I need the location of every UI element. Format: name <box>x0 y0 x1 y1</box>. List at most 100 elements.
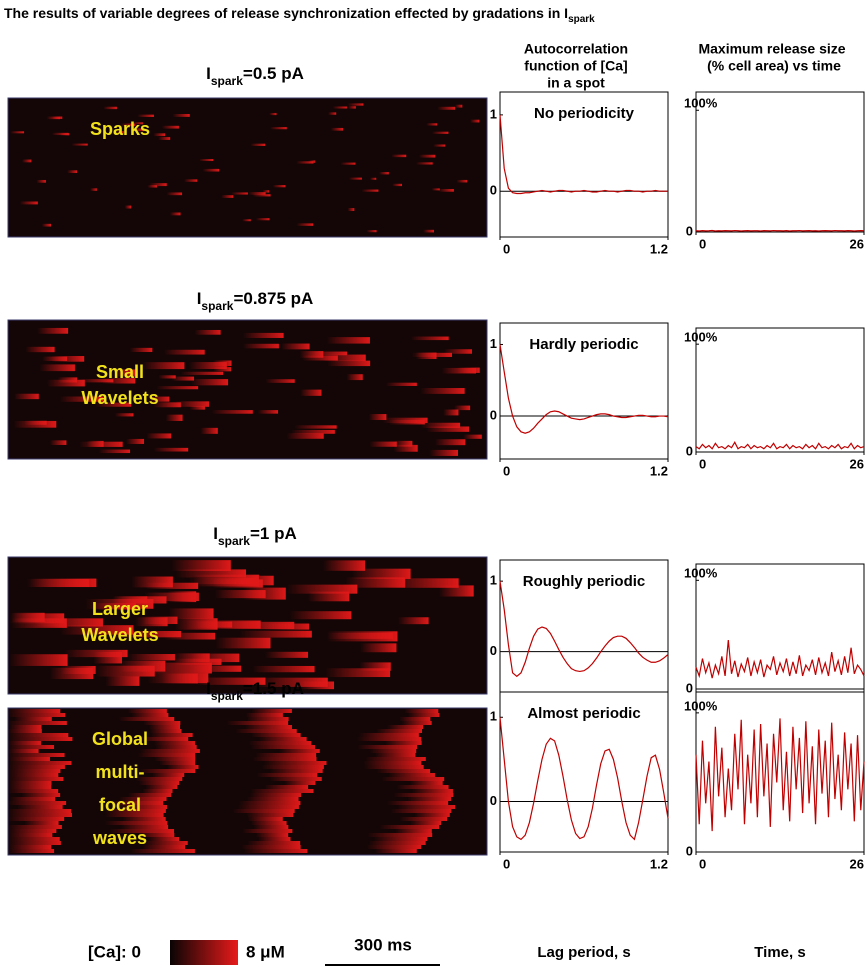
wave-front <box>269 777 322 781</box>
release-streak <box>46 116 61 120</box>
wave-front <box>8 773 59 777</box>
release-streak <box>351 568 411 579</box>
release-streak <box>419 154 436 158</box>
wave-front <box>152 773 185 777</box>
release-streak <box>437 106 456 110</box>
release-streak <box>346 374 363 381</box>
release-streak <box>296 223 314 226</box>
y-tick-label: 100% <box>684 330 718 345</box>
y-tick-label: 1 <box>490 106 497 121</box>
release-streak <box>221 195 234 198</box>
release-streak <box>51 132 69 136</box>
wave-front <box>414 813 450 817</box>
release-streak <box>195 677 266 685</box>
release-streak <box>172 113 190 117</box>
release-streak <box>127 654 175 661</box>
release-streak <box>144 592 199 602</box>
wave-front <box>8 781 52 785</box>
wave-front <box>284 781 316 785</box>
release-streak <box>369 441 397 447</box>
title-text: The results of variable degrees of relea… <box>4 5 568 21</box>
release-streak <box>345 577 406 588</box>
wave-front <box>8 829 57 833</box>
x-tick-label: 0 <box>503 463 510 478</box>
release-streak <box>330 127 344 131</box>
release-streak <box>79 441 123 447</box>
wave-front <box>136 777 183 781</box>
current-label: Ispark=1 pA <box>213 524 297 548</box>
release-streak <box>147 185 157 188</box>
release-streak <box>272 185 286 188</box>
release-streak <box>111 630 182 638</box>
wave-front <box>140 737 189 741</box>
release-streak <box>248 192 266 195</box>
x-tick-label: 0 <box>699 236 706 251</box>
wave-front <box>399 817 447 821</box>
release-streak <box>432 131 449 134</box>
column-header: (% cell area) vs time <box>707 58 841 74</box>
release-streak <box>470 119 480 123</box>
wave-front <box>8 777 64 781</box>
release-streak <box>426 426 469 432</box>
wave-front <box>149 729 182 733</box>
current-subscript: spark <box>211 74 243 88</box>
release-streak <box>114 413 134 417</box>
column-header: Autocorrelation <box>524 41 628 57</box>
release-streak <box>153 133 166 137</box>
release-streak <box>115 131 124 134</box>
release-streak <box>426 123 438 126</box>
wave-front <box>241 845 301 849</box>
release-streak <box>25 346 55 353</box>
release-streak <box>148 396 170 402</box>
release-streak <box>443 409 459 416</box>
wave-front <box>374 849 417 853</box>
wave-front <box>237 805 299 809</box>
release-streak <box>438 188 454 192</box>
current-value: =0.5 pA <box>243 64 304 83</box>
y-tick-label: 0 <box>686 223 693 238</box>
current-label: Ispark=0.5 pA <box>206 64 304 88</box>
column-header: Maximum release size <box>698 41 845 57</box>
wave-front <box>376 769 431 773</box>
release-streak <box>394 440 413 447</box>
release-streak <box>434 439 466 446</box>
release-streak <box>163 632 216 640</box>
wave-front <box>139 769 196 773</box>
release-streak <box>191 665 242 672</box>
release-streak <box>332 106 347 109</box>
current-symbol: I <box>206 679 211 698</box>
wave-front <box>21 793 61 797</box>
release-streak <box>347 103 364 106</box>
release-streak <box>444 349 472 354</box>
wave-front <box>396 785 449 789</box>
release-streak <box>164 349 205 355</box>
release-streak <box>36 179 46 183</box>
scan-label: waves <box>92 828 147 848</box>
release-streak <box>199 159 214 162</box>
wave-front <box>150 733 193 737</box>
release-streak <box>10 131 25 134</box>
release-streak <box>255 218 270 221</box>
release-streak <box>22 159 32 163</box>
release-streak <box>213 367 232 372</box>
column-header: in a spot <box>547 75 605 91</box>
wave-front <box>246 813 294 817</box>
wave-front <box>143 721 181 725</box>
figure-title: The results of variable degrees of relea… <box>4 5 595 25</box>
wave-front <box>142 789 173 793</box>
wave-front <box>376 729 423 733</box>
release-streak <box>242 219 251 222</box>
release-streak <box>169 212 181 216</box>
release-streak <box>300 389 322 396</box>
wave-front <box>364 765 424 769</box>
release-streak <box>202 168 220 172</box>
release-streak <box>243 332 284 338</box>
scan-label: focal <box>99 795 141 815</box>
release-streak <box>265 651 309 658</box>
wave-front <box>8 817 65 821</box>
wave-front <box>404 709 439 713</box>
wave-front <box>393 793 454 797</box>
scan-label: multi- <box>96 762 145 782</box>
release-streak <box>392 183 402 187</box>
y-tick-label: 1 <box>490 573 497 588</box>
